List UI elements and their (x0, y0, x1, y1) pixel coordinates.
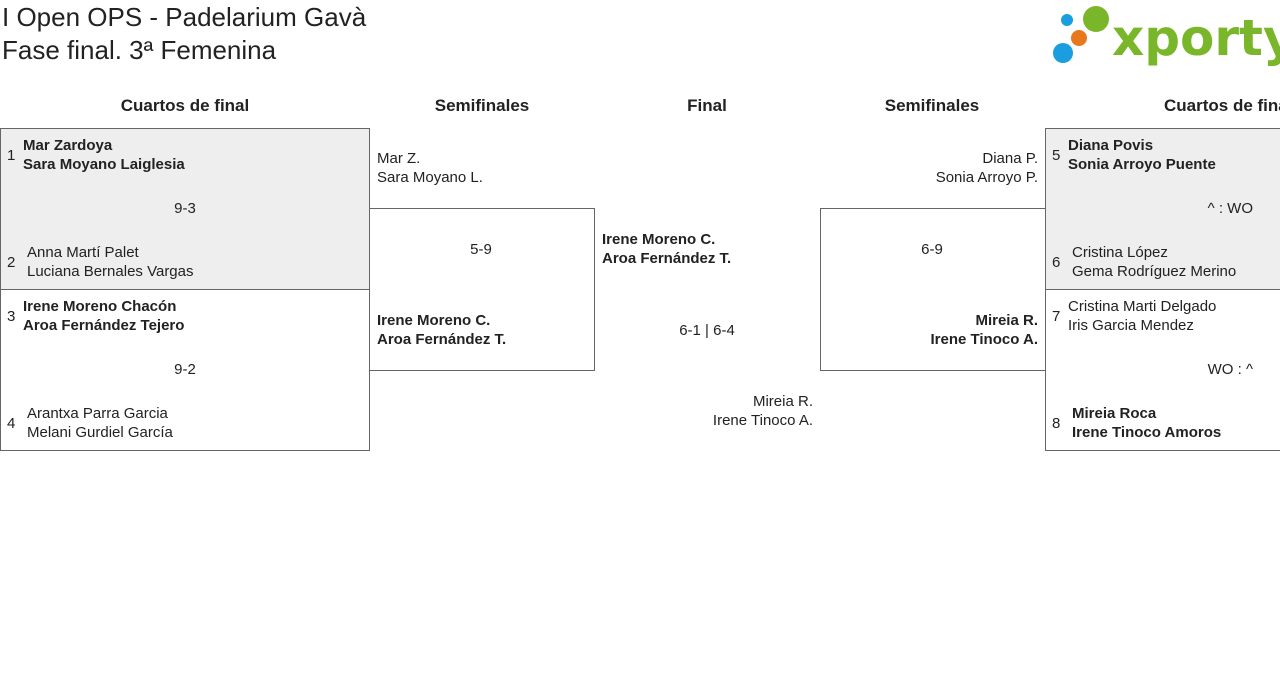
player-name: Mireia Roca (1072, 405, 1157, 422)
round-header: Semifinales (434, 96, 530, 115)
player-name: Sara Moyano Laiglesia (23, 156, 185, 173)
bracket-line (820, 208, 1046, 371)
player-name: Cristina Marti Delgado (1068, 298, 1217, 315)
player-name: Sonia Arroyo P. (935, 169, 1038, 186)
player-name: Melani Gurdiel García (27, 424, 173, 441)
player-name: Aroa Fernández Tejero (23, 317, 185, 334)
player-name: Mar Z. (377, 150, 421, 167)
seed: 3 (7, 308, 16, 325)
score: 5-9 (470, 241, 492, 258)
player-name: Irene Moreno C. (377, 312, 491, 329)
player-name: Irene Moreno C. (602, 231, 716, 248)
round-header: Cuartos de final (1164, 96, 1280, 115)
round-header: Final (687, 96, 727, 115)
player-name: Aroa Fernández T. (602, 250, 732, 267)
round-header: Cuartos de final (120, 96, 250, 115)
player-name: Arantxa Parra Garcia (27, 405, 168, 422)
match-box (1045, 128, 1280, 290)
player-name: Cristina López (1072, 244, 1168, 261)
seed: 8 (1052, 415, 1061, 432)
seed: 1 (7, 147, 16, 164)
player-name: Irene Tinoco A. (930, 331, 1038, 348)
seed: 2 (7, 254, 16, 271)
score: 6-1 | 6-4 (679, 322, 735, 339)
player-name: Diana Povis (1068, 137, 1154, 154)
player-name: Iris Garcia Mendez (1068, 317, 1194, 334)
logo-text: xporty (1112, 9, 1280, 67)
player-name: Sonia Arroyo Puente (1068, 156, 1216, 173)
player-name: Irene Moreno Chacón (23, 298, 177, 315)
player-name: Sara Moyano L. (377, 169, 483, 186)
score: WO : ^ (1207, 361, 1253, 378)
title: I Open OPS - Padelarium Gavà (2, 2, 367, 32)
seed: 5 (1052, 147, 1061, 164)
player-name: Mar Zardoya (23, 137, 113, 154)
seed: 6 (1052, 254, 1061, 271)
score: 6-9 (921, 241, 943, 258)
round-header: Semifinales (884, 96, 980, 115)
player-name: Irene Tinoco A. (712, 412, 813, 429)
match-box (1045, 289, 1280, 451)
match-box (0, 289, 370, 451)
player-name: Diana P. (982, 150, 1038, 167)
player-name: Aroa Fernández T. (377, 331, 507, 348)
score: 9-3 (174, 200, 196, 217)
player-name: Anna Martí Palet (27, 244, 139, 261)
seed: 4 (7, 415, 16, 432)
score: ^ : WO (1207, 200, 1253, 217)
logo: xporty (1053, 6, 1280, 67)
bracket-line (369, 208, 595, 371)
score: 9-2 (174, 361, 196, 378)
player-name: Mireia R. (975, 312, 1038, 329)
subtitle: Fase final. 3ª Femenina (2, 35, 277, 65)
seed: 7 (1052, 308, 1061, 325)
player-name: Mireia R. (752, 393, 813, 410)
player-name: Gema Rodríguez Merino (1072, 263, 1237, 280)
player-name: Irene Tinoco Amoros (1072, 424, 1222, 441)
player-name: Luciana Bernales Vargas (27, 263, 194, 280)
match-box (0, 128, 370, 290)
